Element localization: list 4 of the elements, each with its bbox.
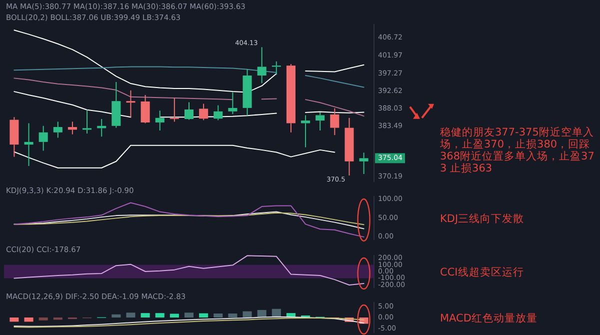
text: 稳健的朋友377-375附近空单入场，止盈370，止损380，回踩368附近位置多单入场，止盈373 止损363: [439, 125, 594, 174]
text: CCI线超卖区运行: [440, 266, 524, 278]
text: MACD红色动量放量: [440, 312, 538, 324]
text: KDJ三线向下发散: [440, 212, 524, 225]
